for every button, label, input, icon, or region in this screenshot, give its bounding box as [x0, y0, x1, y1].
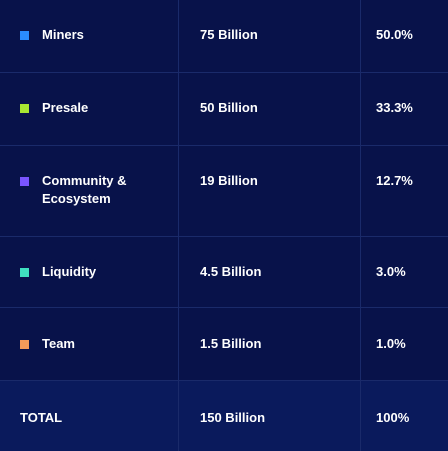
allocation-percent: 3.0%	[376, 264, 406, 279]
allocation-amount: 75 Billion	[200, 27, 258, 42]
allocation-amount: 4.5 Billion	[200, 264, 262, 279]
table-row: Presale 50 Billion 33.3%	[0, 73, 448, 146]
color-swatch-icon	[20, 268, 29, 277]
allocation-percent: 33.3%	[376, 100, 413, 115]
total-amount: 150 Billion	[200, 410, 266, 425]
allocation-name-cell: Presale	[0, 73, 179, 145]
allocation-name-cell: Team	[0, 308, 179, 380]
allocation-percent-cell: 50.0%	[361, 0, 448, 72]
allocation-percent: 1.0%	[376, 336, 406, 351]
allocation-amount: 50 Billion	[200, 100, 258, 115]
allocation-name-cell: Liquidity	[0, 237, 179, 307]
allocation-label: Team	[42, 336, 75, 351]
allocation-percent-cell: 12.7%	[361, 146, 448, 236]
allocation-percent: 50.0%	[376, 27, 413, 42]
total-amount-cell: 150 Billion	[179, 381, 361, 451]
total-row: TOTAL 150 Billion 100%	[0, 381, 448, 451]
color-swatch-icon	[20, 177, 29, 186]
total-label-cell: TOTAL	[0, 381, 179, 451]
allocation-amount: 19 Billion	[200, 173, 258, 188]
allocation-name-cell: Community & Ecosystem	[0, 146, 179, 236]
allocation-amount-cell: 1.5 Billion	[179, 308, 361, 380]
total-percent: 100%	[376, 410, 410, 425]
allocation-label: Presale	[42, 100, 89, 115]
allocation-label: Community & Ecosystem	[42, 173, 127, 206]
allocation-amount-cell: 75 Billion	[179, 0, 361, 72]
table-row: Liquidity 4.5 Billion 3.0%	[0, 237, 448, 308]
allocation-percent-cell: 33.3%	[361, 73, 448, 145]
total-percent-cell: 100%	[361, 381, 448, 451]
color-swatch-icon	[20, 104, 29, 113]
allocation-amount: 1.5 Billion	[200, 336, 262, 351]
table-row: Miners 75 Billion 50.0%	[0, 0, 448, 73]
table-row: Team 1.5 Billion 1.0%	[0, 308, 448, 381]
allocation-name-cell: Miners	[0, 0, 179, 72]
allocation-amount-cell: 4.5 Billion	[179, 237, 361, 307]
allocation-label: Liquidity	[42, 264, 97, 279]
allocation-percent-cell: 1.0%	[361, 308, 448, 380]
allocation-amount-cell: 50 Billion	[179, 73, 361, 145]
color-swatch-icon	[20, 340, 29, 349]
total-label: TOTAL	[20, 410, 63, 425]
allocation-label: Miners	[42, 27, 84, 42]
table-row: Community & Ecosystem 19 Billion 12.7%	[0, 146, 448, 237]
allocation-percent-cell: 3.0%	[361, 237, 448, 307]
color-swatch-icon	[20, 31, 29, 40]
allocation-amount-cell: 19 Billion	[179, 146, 361, 236]
allocation-percent: 12.7%	[376, 173, 413, 188]
